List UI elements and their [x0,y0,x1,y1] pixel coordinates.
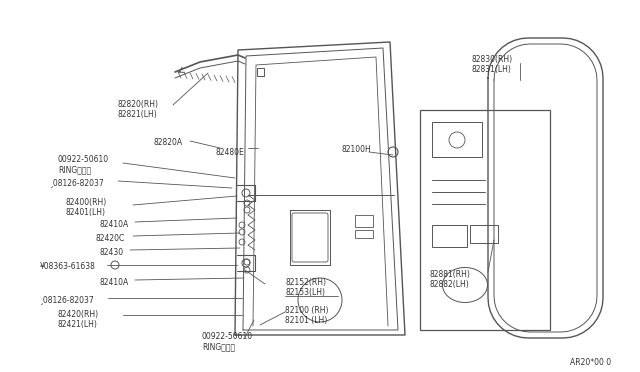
Bar [470,225,498,243]
Text: 82820A: 82820A [153,138,182,147]
Text: ¸08126-82037: ¸08126-82037 [40,295,95,304]
Text: 82821(LH): 82821(LH) [118,110,157,119]
Text: 82830(RH): 82830(RH) [472,55,513,64]
Text: 82882(LH): 82882(LH) [430,280,470,289]
Text: 82101 (LH): 82101 (LH) [285,316,327,325]
Text: 82420(RH): 82420(RH) [58,310,99,319]
Text: ¥08363-61638: ¥08363-61638 [40,262,96,271]
Text: 82420C: 82420C [95,234,124,243]
Text: 82881(RH): 82881(RH) [430,270,471,279]
Text: 82100 (RH): 82100 (RH) [285,306,328,315]
Text: 82410A: 82410A [100,220,129,229]
Text: AR20*00 0: AR20*00 0 [570,358,611,367]
Text: ¸08126-82037: ¸08126-82037 [50,178,105,187]
Text: 82480E: 82480E [215,148,244,157]
Bar [355,215,373,227]
Bar [432,225,467,247]
Text: 82410A: 82410A [100,278,129,287]
Text: 82820(RH): 82820(RH) [118,100,159,109]
Text: 82100H: 82100H [342,145,372,154]
Text: 82421(LH): 82421(LH) [58,320,98,329]
Text: RINGリング: RINGリング [202,342,235,351]
Bar [355,230,373,238]
Bar [432,122,482,157]
Text: 82400(RH): 82400(RH) [65,198,106,207]
Text: 82153(LH): 82153(LH) [285,288,325,297]
Bar [420,110,550,330]
Text: 00922-50610: 00922-50610 [58,155,109,164]
Text: 82401(LH): 82401(LH) [65,208,105,217]
Text: 82152(RH): 82152(RH) [285,278,326,287]
Bar [257,68,264,76]
Text: 82831(LH): 82831(LH) [472,65,512,74]
Text: RINGリング: RINGリング [58,165,91,174]
Text: 82430: 82430 [100,248,124,257]
Text: 00922-50610: 00922-50610 [202,332,253,341]
